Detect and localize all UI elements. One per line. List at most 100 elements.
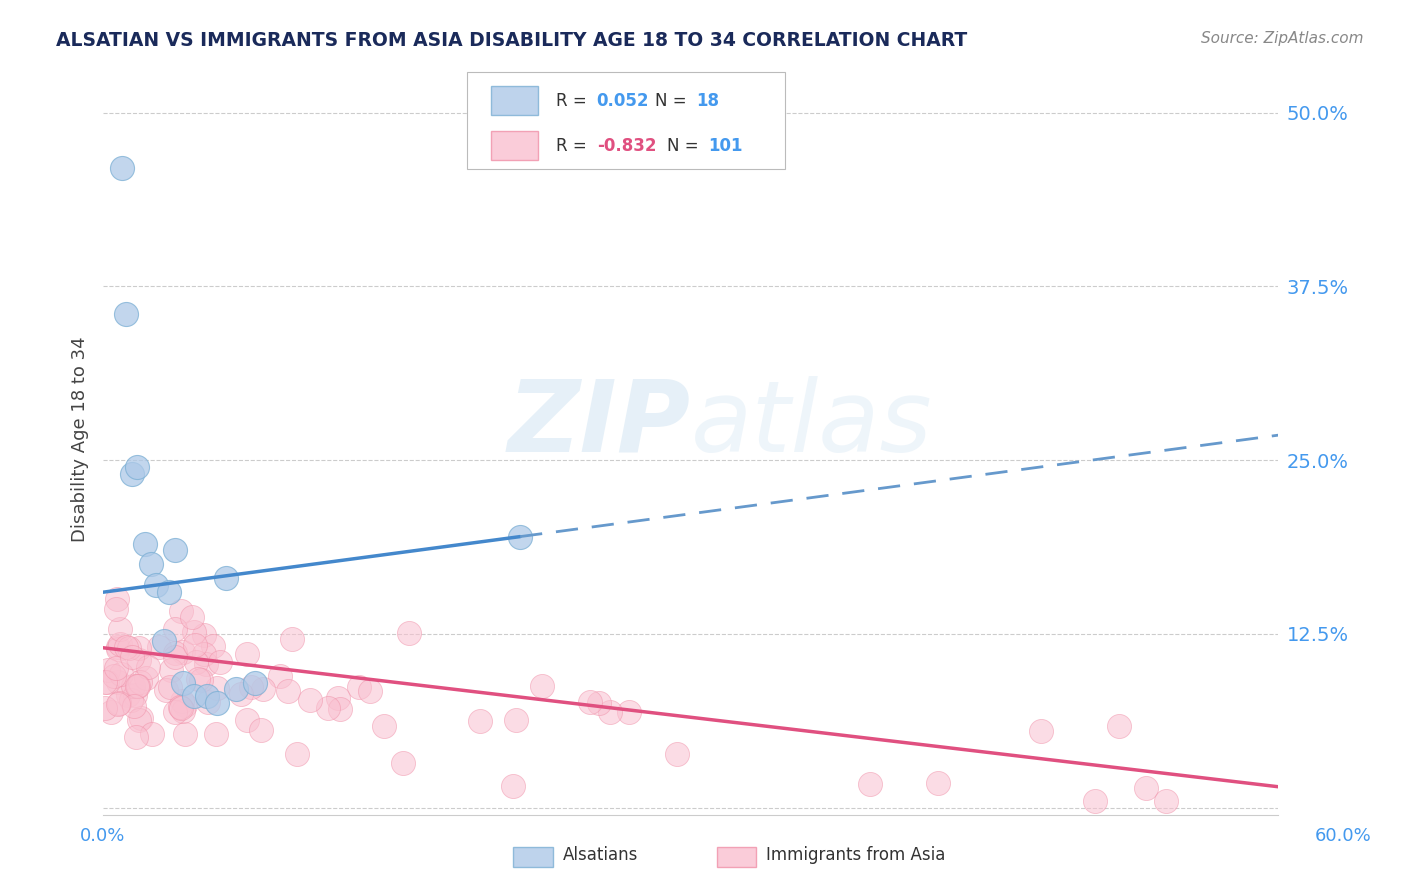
- Point: [173, 698, 195, 713]
- Point: [145, 578, 167, 592]
- Point: [250, 723, 273, 738]
- Point: [205, 681, 228, 695]
- Point: [129, 675, 152, 690]
- Point: [392, 756, 415, 770]
- Point: [1029, 723, 1052, 738]
- Point: [502, 779, 524, 793]
- Point: [100, 705, 122, 719]
- Point: [104, 661, 127, 675]
- Text: 18: 18: [696, 92, 720, 110]
- Point: [121, 649, 143, 664]
- Point: [115, 307, 138, 321]
- Text: N =: N =: [655, 92, 692, 110]
- Point: [373, 719, 395, 733]
- Point: [202, 639, 225, 653]
- Text: Alsatians: Alsatians: [562, 847, 638, 864]
- Point: [1154, 794, 1177, 808]
- Point: [170, 604, 193, 618]
- Point: [183, 690, 205, 704]
- Point: [107, 697, 129, 711]
- Point: [141, 727, 163, 741]
- Point: [269, 669, 291, 683]
- Point: [617, 705, 640, 719]
- Point: [94, 675, 117, 690]
- Point: [1108, 719, 1130, 733]
- Point: [599, 705, 621, 719]
- Point: [122, 679, 145, 693]
- Point: [160, 663, 183, 677]
- Point: [225, 682, 247, 697]
- Point: [172, 675, 194, 690]
- Point: [105, 602, 128, 616]
- Point: [103, 669, 125, 683]
- Point: [193, 648, 215, 662]
- Point: [121, 467, 143, 481]
- Point: [165, 543, 187, 558]
- Point: [108, 623, 131, 637]
- Point: [186, 655, 208, 669]
- Point: [96, 675, 118, 690]
- Text: 101: 101: [709, 136, 742, 154]
- Point: [172, 704, 194, 718]
- Point: [110, 637, 132, 651]
- Text: 0.052: 0.052: [596, 92, 650, 110]
- Point: [1135, 781, 1157, 796]
- Point: [236, 647, 259, 661]
- Point: [111, 161, 134, 176]
- Text: ALSATIAN VS IMMIGRANTS FROM ASIA DISABILITY AGE 18 TO 34 CORRELATION CHART: ALSATIAN VS IMMIGRANTS FROM ASIA DISABIL…: [56, 31, 967, 50]
- Point: [181, 610, 204, 624]
- Point: [127, 460, 149, 475]
- Point: [243, 675, 266, 690]
- Point: [159, 585, 181, 599]
- Point: [172, 693, 194, 707]
- Point: [205, 697, 228, 711]
- FancyBboxPatch shape: [491, 131, 538, 160]
- Point: [927, 776, 949, 790]
- Point: [252, 681, 274, 696]
- FancyBboxPatch shape: [467, 71, 785, 169]
- Point: [163, 705, 186, 719]
- Point: [170, 701, 193, 715]
- Point: [118, 640, 141, 655]
- Point: [239, 680, 262, 694]
- Point: [229, 687, 252, 701]
- Point: [505, 713, 527, 727]
- Point: [127, 679, 149, 693]
- Point: [159, 681, 181, 695]
- Point: [666, 747, 689, 761]
- Point: [190, 673, 212, 687]
- Point: [115, 640, 138, 655]
- Text: 60.0%: 60.0%: [1315, 827, 1371, 845]
- Point: [195, 690, 218, 704]
- Point: [127, 679, 149, 693]
- Point: [107, 640, 129, 654]
- Point: [131, 711, 153, 725]
- Point: [215, 571, 238, 585]
- Point: [107, 675, 129, 690]
- Point: [152, 633, 174, 648]
- Point: [124, 688, 146, 702]
- Y-axis label: Disability Age 18 to 34: Disability Age 18 to 34: [72, 336, 89, 542]
- Point: [174, 727, 197, 741]
- Point: [298, 692, 321, 706]
- Point: [530, 680, 553, 694]
- Point: [117, 688, 139, 702]
- Point: [163, 622, 186, 636]
- Point: [139, 558, 162, 572]
- Point: [328, 690, 350, 705]
- Point: [194, 657, 217, 671]
- Point: [124, 731, 146, 745]
- Point: [509, 530, 531, 544]
- Point: [398, 625, 420, 640]
- Point: [208, 655, 231, 669]
- Point: [120, 692, 142, 706]
- Text: R =: R =: [555, 136, 592, 154]
- Point: [277, 683, 299, 698]
- Point: [128, 713, 150, 727]
- Text: ZIP: ZIP: [508, 376, 690, 473]
- Point: [287, 747, 309, 761]
- Point: [105, 591, 128, 606]
- Point: [193, 628, 215, 642]
- Point: [128, 641, 150, 656]
- Point: [122, 698, 145, 713]
